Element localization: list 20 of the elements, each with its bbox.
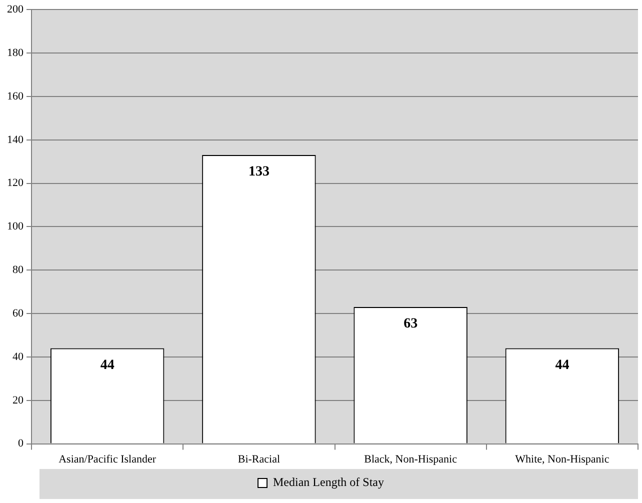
x-tick-label: Asian/Pacific Islander xyxy=(58,453,156,466)
y-tick-label: 200 xyxy=(7,3,24,16)
y-tick-label: 40 xyxy=(12,350,24,363)
data-label: 133 xyxy=(248,164,270,180)
data-label: 44 xyxy=(100,358,114,373)
y-tick-label: 20 xyxy=(12,394,24,406)
y-tick-label: 100 xyxy=(7,220,24,233)
y-tick-label: 120 xyxy=(7,177,24,190)
y-tick-label: 60 xyxy=(12,307,24,320)
x-tick-label: Bi-Racial xyxy=(238,453,280,466)
legend-label: Median Length of Stay xyxy=(273,475,384,490)
y-tick-label: 160 xyxy=(7,90,24,102)
y-tick-label: 0 xyxy=(18,438,24,450)
y-tick-label: 180 xyxy=(7,46,24,59)
y-tick-label: 80 xyxy=(12,264,24,276)
data-label: 44 xyxy=(555,358,570,373)
y-tick-label: 140 xyxy=(7,134,24,146)
x-tick-label: White, Non-Hispanic xyxy=(515,453,610,466)
data-label: 63 xyxy=(404,316,418,332)
x-tick-label: Black, Non-Hispanic xyxy=(364,453,458,466)
